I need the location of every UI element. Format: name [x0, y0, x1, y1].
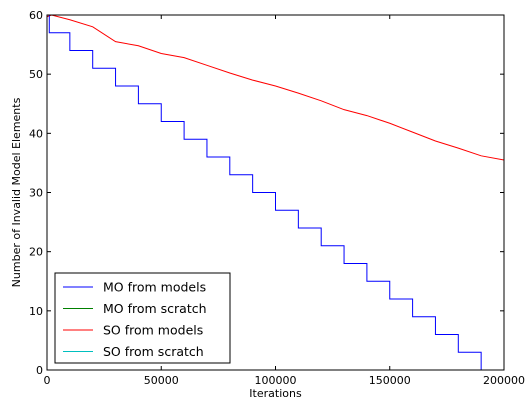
series-line-so-from-models: [46, 14, 505, 161]
x-axis-label: Iterations: [249, 387, 302, 400]
legend-label: MO from scratch: [103, 301, 207, 316]
y-tick-label: 60: [29, 9, 43, 22]
y-tick-label: 10: [29, 305, 43, 318]
y-axis-label: Number of Invalid Model Elements: [10, 97, 23, 287]
x-tick-label: 50000: [144, 374, 179, 387]
legend-label: SO from models: [103, 323, 203, 338]
ticks-layer: 0 50000 100000 150000 200000 0 10 20 30 40 50 60: [29, 9, 525, 387]
y-tick-label: 30: [29, 187, 43, 200]
y-tick-label: 0: [36, 364, 43, 377]
legend-label: MO from models: [103, 280, 206, 295]
x-tick-label: 150000: [369, 374, 411, 387]
x-tick-label: 100000: [255, 374, 297, 387]
x-tick-label: 200000: [483, 374, 525, 387]
y-tick-label: 40: [29, 127, 43, 140]
legend: MO from models MO from scratch SO from mod…: [54, 272, 231, 364]
legend-box: [54, 272, 231, 364]
series-line-mo-from-models: [47, 14, 482, 370]
y-tick-label: 20: [29, 246, 43, 259]
y-tick-label: 50: [29, 68, 43, 81]
x-tick-label: 0: [44, 374, 51, 387]
legend-label: SO from scratch: [103, 344, 204, 359]
